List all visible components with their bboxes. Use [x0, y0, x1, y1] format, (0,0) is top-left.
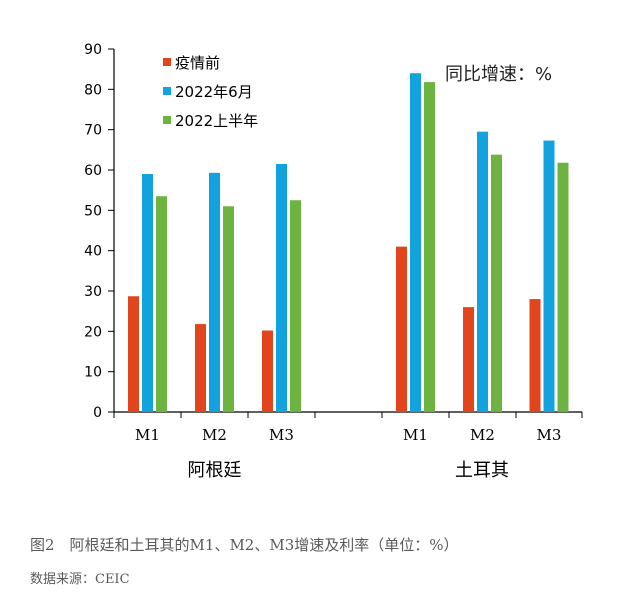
x-tick-label: M2 — [202, 426, 227, 444]
data-source: 数据来源：CEIC — [30, 572, 130, 587]
bar — [463, 307, 474, 412]
y-tick-label: 20 — [84, 324, 102, 340]
bar — [262, 330, 273, 412]
y-tick-label: 80 — [84, 82, 102, 98]
y-tick-label: 50 — [84, 203, 102, 219]
bar — [276, 163, 287, 412]
y-tick-label: 10 — [84, 365, 102, 381]
bar — [557, 162, 569, 412]
legend-swatch — [163, 58, 171, 66]
bar — [410, 73, 421, 412]
x-tick-label: M3 — [537, 426, 562, 444]
bar — [223, 206, 234, 412]
y-tick-label: 30 — [84, 284, 102, 300]
y-tick-label: 90 — [84, 42, 102, 58]
legend: 疫情前 2022年6月 2022上半年 — [163, 54, 258, 130]
legend-swatch — [163, 116, 171, 124]
bar — [128, 296, 139, 412]
x-tick-labels: M1 M2 M3 M1 M2 M3 — [135, 426, 561, 444]
x-axis — [113, 411, 583, 418]
bar — [424, 82, 435, 412]
bars — [128, 73, 569, 412]
x-tick-label: M3 — [269, 426, 294, 444]
y-tick-label: 60 — [84, 163, 102, 179]
bar — [491, 154, 502, 412]
bar — [209, 172, 220, 412]
bar — [156, 196, 167, 412]
figure-caption: 图2 阿根廷和土耳其的M1、M2、M3增速及利率（单位：%） — [30, 536, 459, 554]
bar — [195, 324, 206, 412]
bar — [529, 299, 541, 412]
y-axis: 0 10 20 30 40 50 60 70 80 90 — [84, 42, 115, 421]
bar — [543, 140, 555, 412]
bar — [396, 246, 407, 412]
x-tick-label: M1 — [135, 426, 160, 444]
group-label: 阿根廷 — [188, 460, 242, 481]
x-tick-label: M2 — [470, 426, 495, 444]
bar — [477, 131, 488, 412]
bar — [142, 174, 153, 412]
legend-label: 疫情前 — [175, 54, 220, 72]
x-tick-label: M1 — [403, 426, 428, 444]
legend-swatch — [163, 87, 171, 95]
y-tick-label: 0 — [93, 405, 102, 421]
bar — [290, 200, 301, 412]
y-tick-label: 70 — [84, 123, 102, 139]
legend-label: 2022上半年 — [175, 112, 258, 130]
group-label: 土耳其 — [455, 460, 509, 481]
chart-annotation: 同比增速：% — [445, 64, 552, 85]
legend-label: 2022年6月 — [175, 83, 253, 101]
y-tick-label: 40 — [84, 244, 102, 260]
group-labels: 阿根廷 土耳其 — [188, 460, 510, 481]
